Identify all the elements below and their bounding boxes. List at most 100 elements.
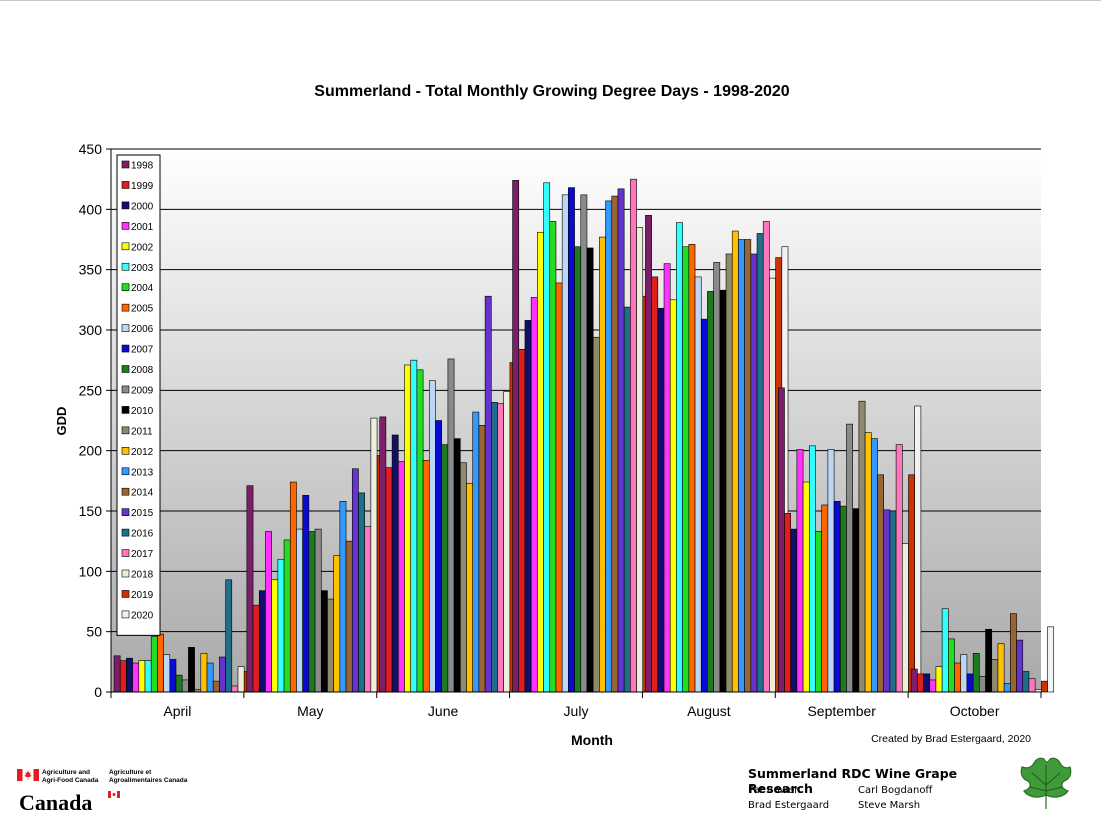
bar	[181, 679, 189, 693]
legend-swatch	[121, 590, 130, 598]
bar	[113, 655, 121, 693]
bar	[663, 263, 671, 693]
legend-swatch	[121, 324, 130, 332]
bar	[985, 628, 993, 693]
legend-swatch	[121, 283, 130, 292]
bar	[144, 660, 152, 693]
y-axis-label: GDD	[54, 407, 69, 436]
bar	[351, 468, 359, 693]
y-tick-label: 350	[79, 262, 103, 278]
bar	[503, 391, 511, 693]
bar	[592, 336, 600, 693]
bar	[651, 276, 659, 693]
bar	[169, 659, 177, 693]
bar	[478, 425, 486, 693]
bar	[941, 608, 949, 693]
bar	[688, 244, 696, 693]
bar	[997, 643, 1005, 693]
bar	[1016, 639, 1024, 693]
legend-label: 2016	[131, 529, 154, 540]
bar	[429, 380, 436, 693]
legend-label: 2002	[131, 242, 154, 253]
researcher-name: Brad Estergaard	[748, 800, 830, 811]
bar	[682, 246, 690, 693]
legend-swatch	[121, 467, 130, 476]
bar	[599, 236, 606, 693]
credit-text: Created by Brad Estergaard, 2020	[871, 733, 1031, 745]
y-tick-label: 450	[79, 141, 103, 157]
bar	[889, 510, 897, 693]
bar	[416, 369, 424, 693]
canada-flag-icon	[17, 769, 39, 781]
bar	[858, 400, 866, 693]
bar	[385, 467, 393, 693]
bar	[1010, 613, 1017, 693]
bar	[555, 282, 563, 693]
bar	[150, 636, 158, 693]
bar	[815, 531, 822, 693]
chart-title: Summerland - Total Monthly Growing Degre…	[314, 83, 789, 100]
x-tick-label: August	[687, 703, 731, 719]
bar	[258, 590, 266, 693]
bar	[410, 359, 418, 693]
bar	[518, 349, 526, 693]
bar	[200, 653, 208, 693]
legend-label: 2013	[131, 467, 154, 478]
bar	[132, 662, 140, 693]
bar	[225, 579, 233, 693]
bar	[549, 221, 557, 693]
legend-swatch	[121, 487, 130, 496]
bar	[441, 444, 449, 693]
bar	[895, 444, 903, 693]
bar	[537, 231, 544, 693]
legend-swatch	[121, 344, 130, 353]
bar	[175, 674, 183, 693]
bar	[574, 246, 582, 693]
bar	[966, 673, 974, 693]
bar	[883, 509, 891, 693]
bar	[252, 604, 260, 693]
bar	[738, 239, 745, 693]
bar	[212, 680, 220, 693]
bar	[611, 195, 619, 693]
bar	[923, 673, 931, 693]
legend-label: 2015	[131, 508, 154, 519]
bar	[821, 504, 829, 693]
bar	[314, 528, 322, 693]
bar	[901, 543, 909, 693]
bar	[669, 299, 677, 693]
legend-swatch	[121, 303, 130, 312]
bar	[908, 474, 915, 693]
aafc-english-line1: Agriculture and	[42, 769, 91, 776]
research-group: Summerland RDC Wine Grape Research Pat B…	[748, 766, 1018, 818]
bar	[308, 531, 316, 693]
aafc-french-line2: Agroalimentaires Canada	[109, 776, 188, 784]
aafc-logo: Agriculture and Agri-Food Canada Agricul…	[17, 768, 207, 818]
legend-label: 2019	[131, 590, 154, 601]
bar	[472, 411, 480, 693]
grape-leaf-icon	[1020, 757, 1072, 809]
y-tick-label: 150	[79, 503, 103, 519]
bar	[617, 188, 625, 693]
researcher-name: Carl Bogdanoff	[858, 785, 933, 796]
legend-label: 2005	[131, 304, 154, 315]
bar	[283, 539, 291, 693]
legend-swatch	[121, 508, 130, 516]
legend-label: 1998	[131, 161, 154, 172]
y-tick-label: 250	[79, 382, 103, 398]
legend-label: 2009	[131, 385, 154, 396]
axes: 0 50 100 150 200 250 300 350 400 450 April May June J…	[79, 141, 1042, 719]
bar	[296, 528, 303, 693]
legend-label: 2001	[131, 222, 154, 233]
bar	[796, 449, 804, 693]
legend-label: 2014	[131, 488, 154, 499]
legend-label: 2003	[131, 263, 154, 274]
bar	[852, 508, 860, 693]
bar	[744, 239, 752, 693]
bar	[379, 416, 387, 693]
bar	[364, 526, 372, 693]
legend-swatch	[121, 406, 130, 414]
bar	[237, 666, 245, 693]
x-tick-label: July	[564, 703, 589, 719]
legend-label: 1999	[131, 181, 154, 192]
